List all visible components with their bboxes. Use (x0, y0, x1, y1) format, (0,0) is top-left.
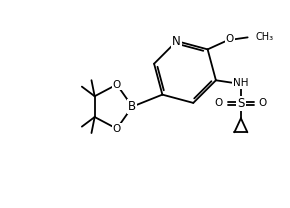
Text: N: N (172, 35, 181, 48)
Text: O: O (215, 98, 223, 108)
Text: O: O (113, 124, 121, 134)
Text: B: B (128, 100, 136, 113)
Text: CH₃: CH₃ (255, 32, 274, 42)
Text: NH: NH (233, 78, 249, 88)
Text: S: S (237, 97, 244, 110)
Text: O: O (226, 34, 234, 44)
Text: O: O (113, 79, 121, 89)
Text: O: O (259, 98, 267, 108)
